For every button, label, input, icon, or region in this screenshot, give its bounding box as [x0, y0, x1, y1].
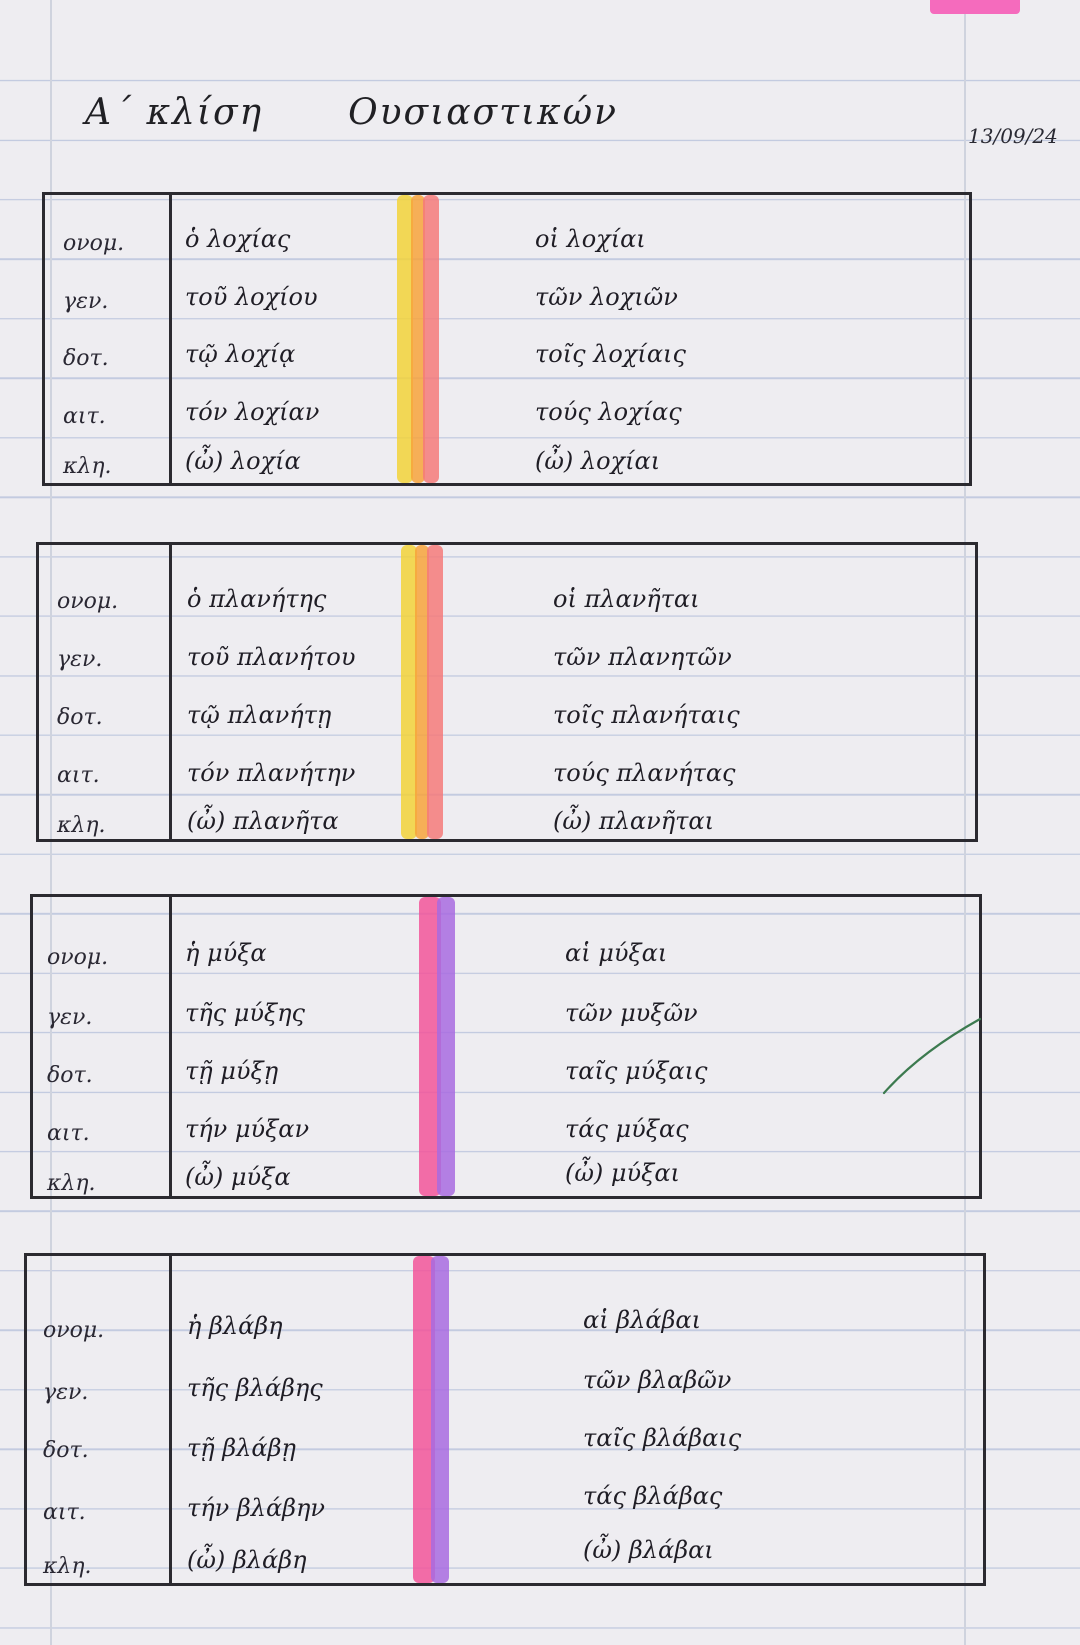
case-column-divider: [169, 897, 172, 1196]
case-label: ονομ.: [57, 589, 119, 614]
singular-form: τῷ λοχίᾳ: [185, 340, 296, 368]
orange-highlighter-stripe: [411, 195, 425, 483]
plural-form: τούς λοχίας: [535, 398, 682, 426]
yellow-highlighter-stripe: [397, 195, 413, 483]
left-margin-line: [50, 0, 52, 1645]
plural-form: τοῖς λοχίαις: [535, 340, 686, 368]
plural-form: ταῖς βλάβαις: [583, 1424, 742, 1452]
plural-form: ταῖς μύξαις: [565, 1057, 708, 1085]
singular-form: τήν βλάβην: [187, 1494, 326, 1522]
page-title: Α΄ κλίση Ουσιαστικών: [85, 92, 618, 133]
singular-form: ὁ πλανήτης: [187, 585, 327, 613]
case-label: αιτ.: [43, 1500, 86, 1525]
singular-form: τόν πλανήτην: [187, 759, 356, 787]
plural-form: τῶν μυξῶν: [565, 999, 698, 1027]
singular-form: τόν λοχίαν: [185, 398, 320, 426]
orange-highlighter-stripe: [415, 545, 429, 839]
case-label: ονομ.: [63, 231, 125, 256]
red-highlighter-stripe: [423, 195, 439, 483]
case-label: δοτ.: [57, 705, 103, 730]
plural-form: αἱ βλάβαι: [583, 1306, 702, 1334]
case-column-divider: [169, 1256, 172, 1583]
case-label: κλη.: [57, 813, 106, 838]
singular-form: τῆς βλάβης: [187, 1374, 323, 1402]
case-column-divider: [169, 195, 172, 483]
case-label: δοτ.: [47, 1063, 93, 1088]
case-label: δοτ.: [43, 1438, 89, 1463]
pink-highlighter-stripe: [413, 1256, 435, 1583]
case-label: γεν.: [47, 1005, 93, 1030]
singular-form: (ὦ) πλανῆτα: [187, 807, 339, 835]
declension-table-3: ονομ. γεν. δοτ. αιτ. κλη. ἡ μύξα τῆς μύξ…: [30, 894, 982, 1199]
plural-form: τάς μύξας: [565, 1115, 689, 1143]
plural-form: τῶν λοχιῶν: [535, 283, 678, 311]
plural-form: τῶν βλαβῶν: [583, 1366, 732, 1394]
green-pen-mark: [882, 1017, 982, 1095]
plural-form: οἱ πλανῆται: [553, 585, 700, 613]
pink-tab: [930, 0, 1020, 14]
plural-form: τοῖς πλανήταις: [553, 701, 740, 729]
case-label: κλη.: [63, 454, 112, 479]
singular-form: τοῦ πλανήτου: [187, 643, 356, 671]
plural-form: (ὦ) λοχίαι: [535, 447, 661, 475]
case-label: ονομ.: [47, 945, 109, 970]
plural-form: (ὦ) βλάβαι: [583, 1536, 714, 1564]
case-label: ονομ.: [43, 1318, 105, 1343]
plural-form: (ὦ) μύξαι: [565, 1159, 680, 1187]
case-label: γεν.: [43, 1380, 89, 1405]
case-label: αιτ.: [63, 404, 106, 429]
singular-form: (ὦ) βλάβη: [187, 1546, 307, 1574]
declension-table-1: ονομ. γεν. δοτ. αιτ. κλη. ὁ λοχίας τοῦ λ…: [42, 192, 972, 486]
date: 13/09/24: [968, 124, 1058, 148]
plural-form: τούς πλανήτας: [553, 759, 736, 787]
singular-form: τοῦ λοχίου: [185, 283, 318, 311]
yellow-highlighter-stripe: [401, 545, 417, 839]
right-margin-line: [964, 0, 966, 1645]
plural-form: τάς βλάβας: [583, 1482, 723, 1510]
singular-form: τήν μύξαν: [185, 1115, 310, 1143]
declension-table-2: ονομ. γεν. δοτ. αιτ. κλη. ὁ πλανήτης τοῦ…: [36, 542, 978, 842]
singular-form: (ὦ) μύξα: [185, 1163, 291, 1191]
title-part1: Α΄ κλίση: [85, 92, 264, 133]
case-label: αιτ.: [57, 763, 100, 788]
plural-form: οἱ λοχίαι: [535, 225, 646, 253]
case-label: γεν.: [63, 289, 109, 314]
singular-form: τῆς μύξης: [185, 999, 305, 1027]
case-label: αιτ.: [47, 1121, 90, 1146]
plural-form: (ὦ) πλανῆται: [553, 807, 714, 835]
declension-table-4: ονομ. γεν. δοτ. αιτ. κλη. ἡ βλάβη τῆς βλ…: [24, 1253, 986, 1586]
singular-form: (ὦ) λοχία: [185, 447, 301, 475]
singular-form: τῇ βλάβῃ: [187, 1434, 296, 1462]
plural-form: αἱ μύξαι: [565, 939, 668, 967]
singular-form: ὁ λοχίας: [185, 225, 291, 253]
singular-form: ἡ βλάβη: [187, 1312, 283, 1340]
case-label: κλη.: [47, 1171, 96, 1196]
purple-highlighter-stripe: [437, 897, 455, 1196]
title-part2: Ουσιαστικών: [348, 92, 618, 133]
pink-highlighter-stripe: [419, 897, 441, 1196]
case-label: γεν.: [57, 647, 103, 672]
case-label: δοτ.: [63, 346, 109, 371]
purple-highlighter-stripe: [431, 1256, 449, 1583]
singular-form: τῷ πλανήτῃ: [187, 701, 332, 729]
singular-form: τῇ μύξῃ: [185, 1057, 279, 1085]
case-label: κλη.: [43, 1554, 92, 1579]
red-highlighter-stripe: [427, 545, 443, 839]
plural-form: τῶν πλανητῶν: [553, 643, 732, 671]
case-column-divider: [169, 545, 172, 839]
singular-form: ἡ μύξα: [185, 939, 267, 967]
